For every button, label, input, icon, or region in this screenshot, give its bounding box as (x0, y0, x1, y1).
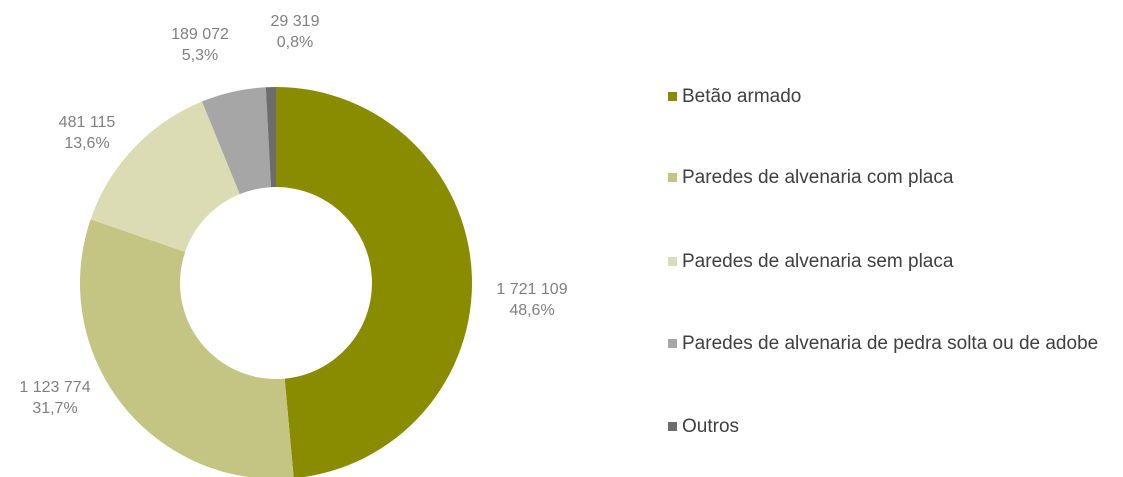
legend-label: Betão armado (682, 86, 802, 107)
donut-segment (202, 87, 272, 195)
value-label: 481 115 (59, 114, 116, 131)
percent-label: 13,6% (64, 135, 109, 152)
legend-item: Paredes de alvenaria com placa (668, 167, 1122, 189)
legend-swatch (668, 92, 677, 101)
legend-item: Paredes de alvenaria sem placa (668, 251, 1122, 273)
donut-segment (80, 219, 294, 477)
legend-swatch (668, 173, 677, 182)
legend-label: Paredes de alvenaria sem placa (682, 251, 954, 272)
legend-label: Paredes de alvenaria de pedra solta ou d… (682, 333, 1099, 354)
donut-segment (90, 101, 240, 252)
legend-item: Paredes de alvenaria de pedra solta ou d… (668, 333, 1122, 355)
percent-label: 0,8% (277, 34, 313, 51)
donut-segment (276, 87, 472, 477)
legend-swatch (668, 422, 677, 431)
value-label: 29 319 (271, 13, 320, 30)
legend-swatch (668, 257, 677, 266)
percent-label: 5,3% (182, 47, 218, 64)
percent-label: 31,7% (32, 400, 77, 417)
legend-label: Paredes de alvenaria com placa (682, 167, 954, 188)
value-label: 189 072 (171, 26, 229, 43)
legend-item: Betão armado (668, 86, 1122, 108)
value-label: 1 721 109 (496, 281, 567, 298)
legend-swatch (668, 339, 677, 348)
legend-item: Outros (668, 416, 1122, 438)
donut-segment (265, 87, 276, 188)
value-label: 1 123 774 (19, 379, 90, 396)
legend-label: Outros (682, 416, 740, 437)
percent-label: 48,6% (509, 302, 554, 319)
